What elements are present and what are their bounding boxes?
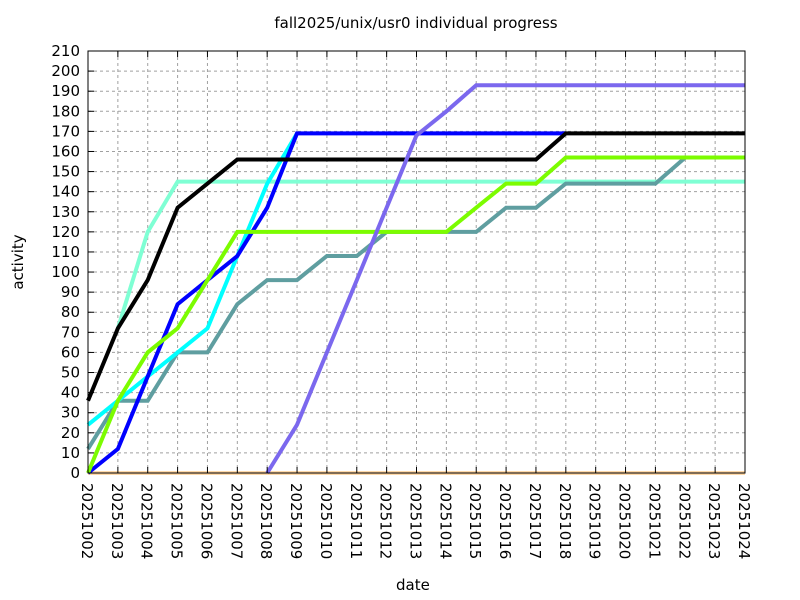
series-mediumslateblue-line: [265, 83, 745, 475]
x-tick-label: 20251003: [108, 483, 126, 559]
y-tick-label: 200: [51, 62, 80, 80]
x-tick-label: 20251014: [436, 483, 454, 559]
chart-title: fall2025/unix/usr0 individual progress: [274, 14, 558, 32]
y-tick-label: 120: [51, 223, 80, 241]
y-tick-label: 0: [70, 464, 80, 482]
y-tick-label: 20: [61, 424, 80, 442]
x-tick-label: 20251006: [197, 483, 215, 559]
x-tick-label: 20251009: [287, 483, 305, 559]
x-tick-label: 20251017: [526, 483, 544, 559]
x-tick-label: 20251004: [138, 483, 156, 559]
grid: [88, 51, 745, 473]
y-tick-label: 160: [51, 142, 80, 160]
x-tick-label: 20251013: [407, 483, 425, 559]
x-tick-label: 20251007: [227, 483, 245, 559]
x-tick-label: 20251024: [735, 483, 753, 559]
x-tick-label: 20251002: [78, 483, 96, 559]
y-tick-label: 10: [61, 444, 80, 462]
y-tick-label: 130: [51, 203, 80, 221]
y-axis-ticks: 0 10 20 30 40 50 60 70 80 90 100 110 120 130 140 150 160…: [51, 42, 94, 482]
y-tick-label: 50: [61, 364, 80, 382]
x-axis-ticks: 20251002 20251003 20251004 20251005 20251006…: [78, 51, 753, 559]
series-cyan-line: [86, 132, 299, 427]
x-tick-label: 20251022: [675, 483, 693, 559]
series-lawngreen-line: [86, 155, 745, 474]
x-tick-label: 20251008: [257, 483, 275, 559]
x-tick-label: 20251016: [496, 483, 514, 559]
y-tick-label: 70: [61, 323, 80, 341]
y-tick-label: 100: [51, 263, 80, 281]
x-tick-label: 20251010: [317, 483, 335, 559]
y-tick-label: 80: [61, 303, 80, 321]
series-black-line: [86, 131, 745, 402]
y-tick-label: 140: [51, 183, 80, 201]
y-tick-label: 110: [51, 243, 80, 261]
series-blue-line: [86, 131, 566, 475]
x-tick-label: 20251018: [556, 483, 574, 559]
y-tick-label: 170: [51, 122, 80, 140]
series-aquamarine-line: [115, 179, 745, 329]
y-tick-label: 180: [51, 102, 80, 120]
x-tick-label: 20251019: [586, 483, 604, 559]
x-tick-label: 20251023: [705, 483, 723, 559]
x-tick-label: 20251015: [466, 483, 484, 559]
y-tick-label: 150: [51, 163, 80, 181]
y-tick-label: 210: [51, 42, 80, 60]
y-tick-label: 30: [61, 404, 80, 422]
y-tick-label: 60: [61, 343, 80, 361]
y-tick-label: 40: [61, 384, 80, 402]
x-tick-label: 20251021: [645, 483, 663, 559]
x-axis-label: date: [396, 576, 430, 594]
x-tick-label: 20251005: [168, 483, 186, 559]
x-tick-label: 20251020: [616, 483, 634, 559]
x-tick-label: 20251011: [347, 483, 365, 559]
y-tick-label: 190: [51, 82, 80, 100]
y-tick-label: 90: [61, 283, 80, 301]
x-tick-label: 20251012: [377, 483, 395, 559]
